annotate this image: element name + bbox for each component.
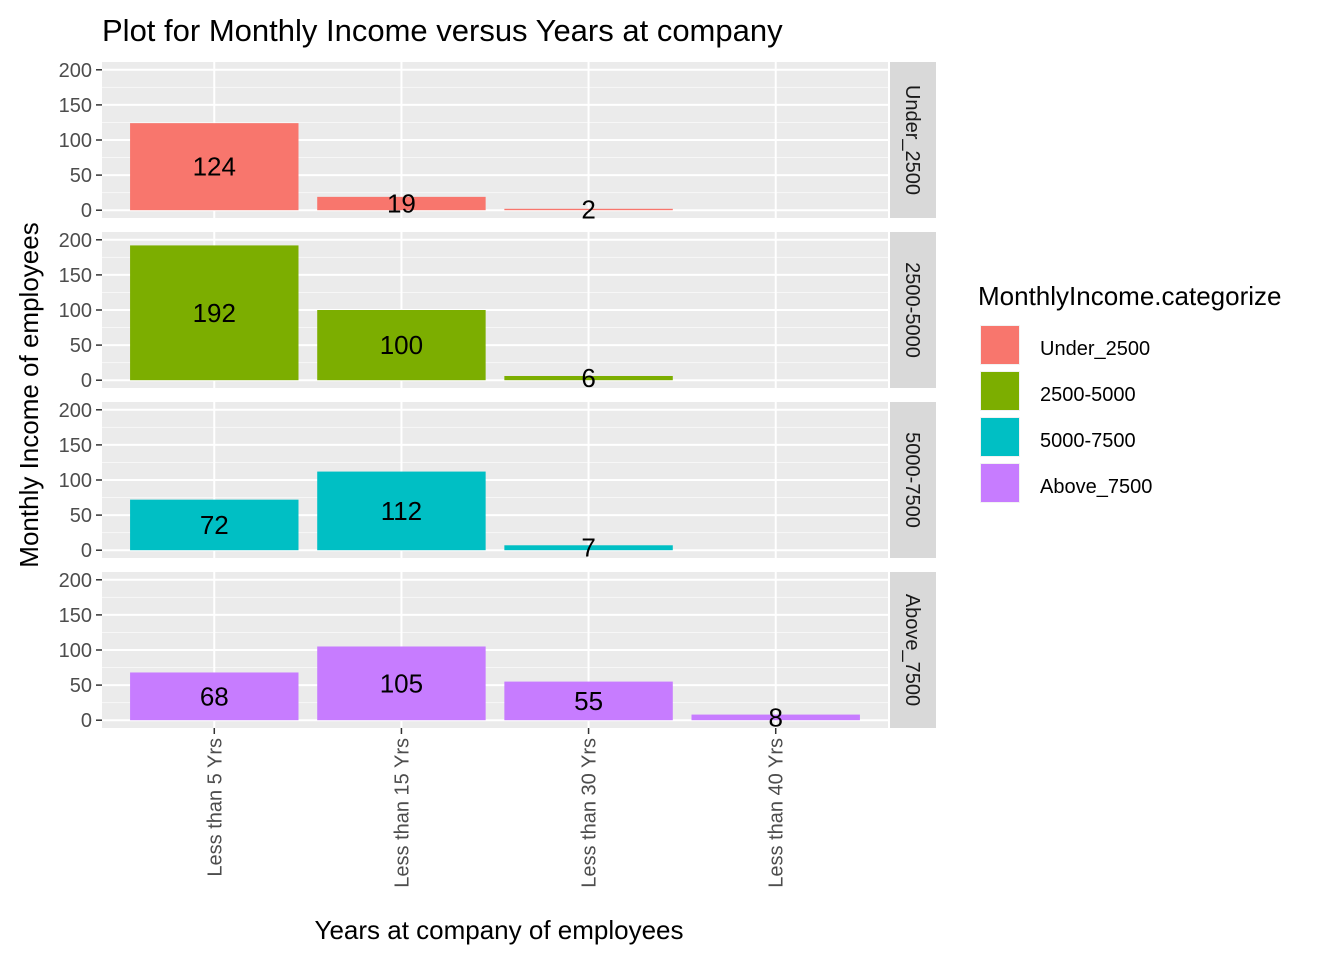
legend: Under_2500 2500-5000 5000-7500 Above_7500	[980, 325, 1152, 503]
y-tick-label: 0	[81, 370, 92, 392]
bar-value-label: 100	[380, 330, 423, 360]
facet-strip	[890, 232, 936, 388]
legend-title: MonthlyIncome.categorize	[978, 281, 1281, 311]
bar-value-label: 6	[581, 363, 595, 393]
y-tick-label: 200	[59, 400, 92, 422]
bar	[504, 208, 673, 211]
bar-value-label: 105	[380, 668, 423, 698]
y-tick-label: 50	[70, 505, 92, 527]
facet-strip-label: Under_2500	[901, 85, 923, 195]
legend-entry-label: Under_2500	[1040, 338, 1150, 360]
y-tick-label: 50	[70, 335, 92, 357]
y-tick-label: 0	[81, 540, 92, 562]
y-tick-label: 50	[70, 675, 92, 697]
y-tick-label: 200	[59, 570, 92, 592]
y-tick-label: 150	[59, 605, 92, 627]
bar	[317, 196, 486, 211]
bar	[317, 310, 486, 381]
facet-panel-2500-5000: 0 50 100 150 200 192 100 6 2500-5000	[59, 230, 936, 393]
bar-value-label: 55	[574, 686, 603, 716]
y-tick-label: 0	[81, 200, 92, 222]
bar	[691, 714, 860, 721]
bar	[504, 375, 673, 381]
bar	[130, 123, 299, 211]
x-tick-label: Less than 30 Yrs	[579, 738, 601, 888]
x-axis: Less than 5 Yrs Less than 15 Yrs Less than…	[204, 728, 788, 888]
x-tick-label: Less than 15 Yrs	[391, 738, 413, 888]
facet-strip	[890, 402, 936, 558]
bar-value-label: 19	[387, 189, 416, 219]
y-tick-label: 150	[59, 95, 92, 117]
legend-entry-label: Above_7500	[1040, 476, 1152, 498]
y-tick-label: 200	[59, 60, 92, 82]
bar	[317, 646, 486, 721]
bar	[130, 499, 299, 551]
facet-panel-5000-7500: 0 50 100 150 200 72 112 7 5000-7500	[59, 400, 936, 563]
y-tick-label: 150	[59, 265, 92, 287]
bar	[504, 545, 673, 551]
bar-value-label: 68	[200, 681, 229, 711]
bar-value-label: 112	[381, 496, 422, 526]
bar	[130, 672, 299, 721]
y-tick-label: 100	[59, 300, 92, 322]
legend-swatch	[981, 418, 1019, 456]
bar-value-label: 7	[581, 533, 595, 563]
facet-panel-Under_2500: 0 50 100 150 200 124 19 2 Under_2500	[59, 60, 936, 224]
x-tick-label: Less than 40 Yrs	[766, 738, 788, 888]
bar	[130, 245, 299, 381]
legend-swatch	[981, 326, 1019, 364]
y-tick-label: 200	[59, 230, 92, 252]
bar-value-label: 72	[200, 510, 229, 540]
bar-value-label: 192	[193, 298, 236, 328]
legend-swatch	[981, 464, 1019, 502]
chart-title: Plot for Monthly Income versus Years at …	[102, 13, 783, 48]
facet-strip	[890, 572, 936, 728]
x-axis-title: Years at company of employees	[314, 915, 683, 945]
facet-strip-label: 5000-7500	[901, 432, 923, 528]
legend-entry-label: 5000-7500	[1040, 430, 1136, 452]
x-tick-label: Less than 5 Yrs	[204, 738, 226, 877]
legend-entry-label: 2500-5000	[1040, 384, 1136, 406]
bar-value-label: 124	[193, 152, 236, 182]
y-axis-title: Monthly Income of employees	[14, 222, 44, 567]
facet-strip-label: 2500-5000	[901, 262, 923, 358]
y-tick-label: 100	[59, 130, 92, 152]
bar-value-label: 2	[581, 194, 595, 224]
facet-panel-Above_7500: 0 50 100 150 200 68 105 55 8 Above_7500	[59, 570, 936, 732]
y-tick-label: 100	[59, 470, 92, 492]
bar	[317, 471, 486, 551]
y-tick-label: 100	[59, 640, 92, 662]
y-tick-label: 150	[59, 435, 92, 457]
legend-swatch	[981, 372, 1019, 410]
bar	[504, 681, 673, 721]
y-tick-label: 0	[81, 710, 92, 732]
y-tick-label: 50	[70, 165, 92, 187]
bar-value-label: 8	[768, 702, 782, 732]
facet-strip	[890, 62, 936, 218]
facet-strip-label: Above_7500	[901, 594, 923, 706]
